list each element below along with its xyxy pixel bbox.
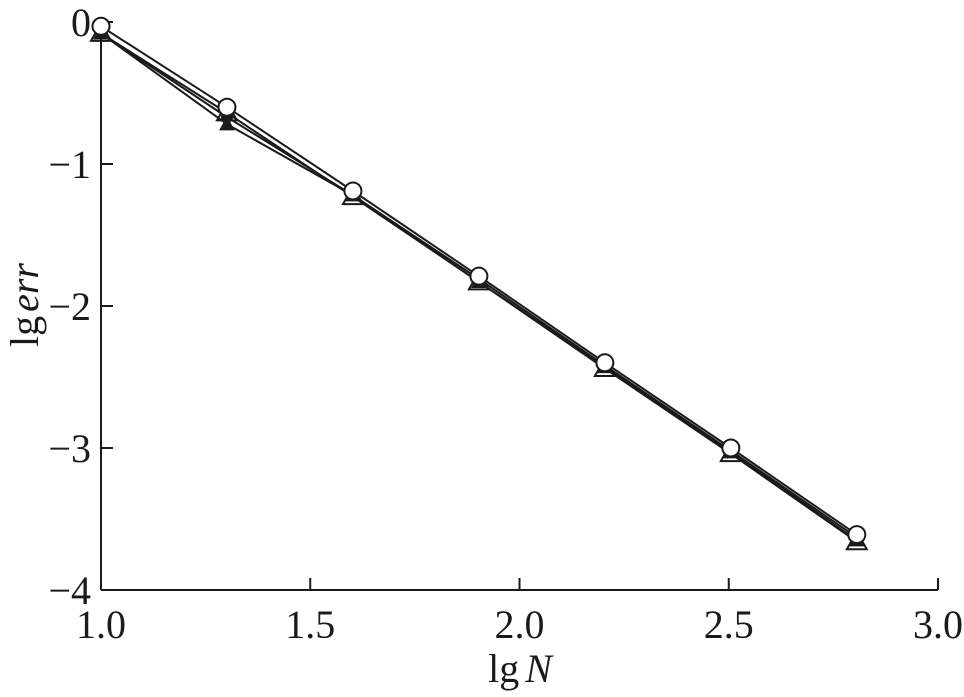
marker-open-circle [343, 181, 363, 201]
x-tick-label: 3.0 [913, 602, 963, 647]
x-axis-title-prefix: lg [488, 646, 519, 691]
axis-labels: lg N lgerr [2, 263, 554, 691]
y-tick-label: 0 [71, 0, 91, 45]
axes: 1.0 1.5 2.0 2.5 3.0 0 −1 −2 −3 −4 [48, 0, 963, 647]
x-tick-label: 1.0 [76, 602, 126, 647]
y-axis-title-prefix: lg [2, 316, 47, 347]
marker-filled-triangle [219, 116, 235, 131]
y-tick-label: −3 [48, 426, 91, 471]
y-tick-label: −4 [48, 568, 91, 613]
x-tick-label: 1.5 [285, 602, 335, 647]
marker-open-circle [469, 266, 489, 286]
marker-open-circle [721, 438, 741, 458]
y-axis-title: lg err [2, 263, 47, 347]
marker-open-circle [847, 525, 867, 545]
marker-open-circle [91, 16, 111, 36]
x-tick-label: 2.5 [704, 602, 754, 647]
x-tick-label: 2.0 [495, 602, 545, 647]
marker-open-circle [217, 97, 237, 117]
series-layer [89, 16, 869, 551]
marker-open-circle [595, 353, 615, 373]
x-axis-title: lg N [488, 646, 554, 691]
y-axis-title-var: err [2, 263, 47, 312]
x-axis-title-var: N [524, 646, 554, 691]
y-tick-label: −1 [48, 142, 91, 187]
y-tick-label: −2 [48, 284, 91, 329]
